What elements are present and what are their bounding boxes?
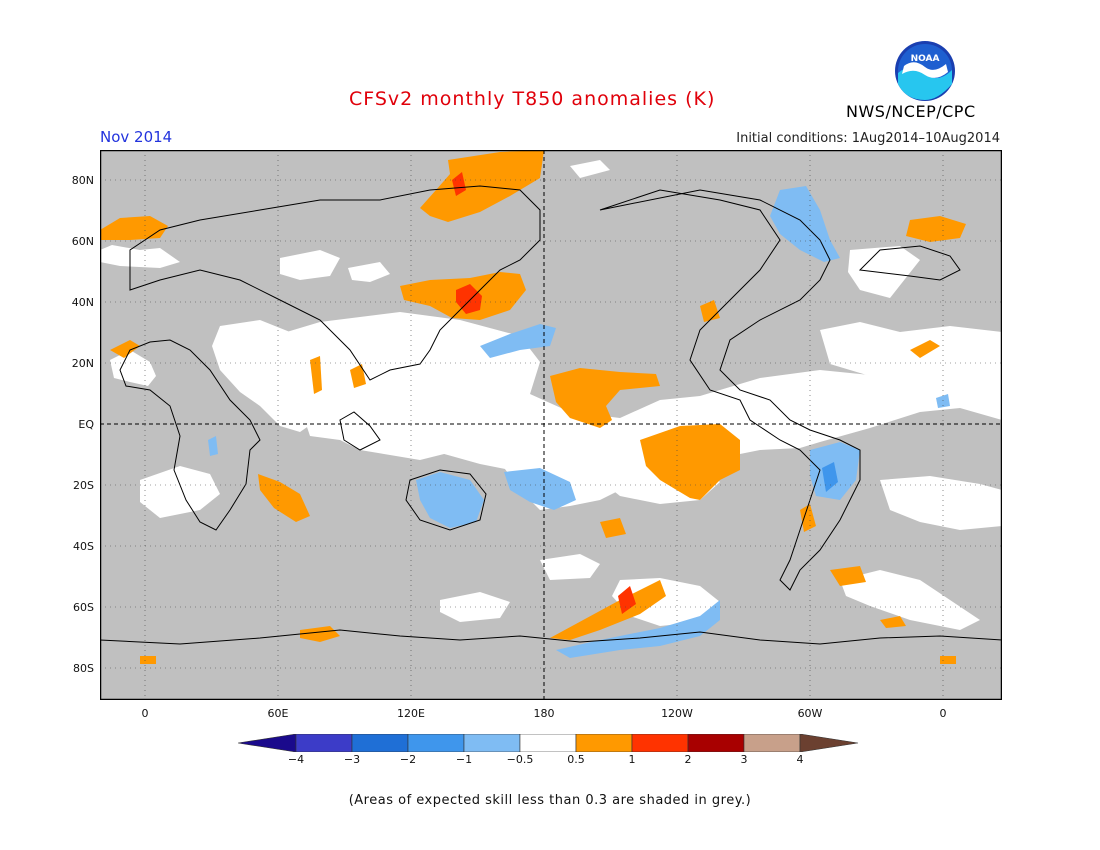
- colorbar-cell: [631, 734, 689, 752]
- lat-label-60n: 60N: [71, 235, 94, 248]
- forecast-period: Nov 2014: [100, 128, 173, 146]
- lat-label-40n: 40N: [71, 296, 94, 309]
- lat-label-40s: 40S: [73, 540, 94, 553]
- lon-label-60e: 60E: [267, 707, 289, 720]
- colorbar-cell: [463, 734, 521, 752]
- near-zero-regions: [100, 160, 1002, 630]
- colorbar-cell: [575, 734, 633, 752]
- colorbar-label: 2: [684, 753, 692, 766]
- lat-label-80n: 80N: [71, 174, 94, 187]
- colorbar-label: 3: [740, 753, 748, 766]
- colorbar-label: −1: [455, 753, 473, 766]
- lon-label-120e: 120E: [397, 707, 425, 720]
- lon-label-0: 0: [141, 707, 149, 720]
- colorbar-cell: [519, 734, 577, 752]
- lon-label-180: 180: [533, 707, 555, 720]
- colorbar-cell: [407, 734, 465, 752]
- graticule: [100, 150, 1002, 700]
- colorbar-label: 1: [628, 753, 636, 766]
- lon-label-120w: 120W: [661, 707, 693, 720]
- colorbar-cell: [687, 734, 745, 752]
- colorbar-cell: [743, 734, 801, 752]
- warm-anomaly-regions: [100, 150, 966, 664]
- colorbar-cell: [295, 734, 353, 752]
- strong-warm-anomaly-regions: [452, 172, 636, 614]
- moderate-cool-anomaly-regions: [822, 462, 838, 492]
- agency-label: NWS/NCEP/CPC: [846, 102, 976, 121]
- lon-label-60w: 60W: [797, 707, 823, 720]
- colorbar: [238, 734, 859, 752]
- colorbar-label: −4: [287, 753, 305, 766]
- noaa-logo-icon: NOAA: [895, 41, 955, 101]
- lat-label-80s: 80S: [73, 662, 94, 675]
- coastlines: [100, 185, 1002, 645]
- skill-footnote: (Areas of expected skill less than 0.3 a…: [348, 793, 752, 808]
- colorbar-arrow-high: [799, 734, 859, 752]
- colorbar-cell: [351, 734, 409, 752]
- colorbar-arrow-low: [238, 734, 297, 752]
- lat-label-20n: 20N: [71, 357, 94, 370]
- colorbar-label: −2: [399, 753, 417, 766]
- colorbar-label: 0.5: [567, 753, 585, 766]
- lat-label-60s: 60S: [73, 601, 94, 614]
- anomaly-map: [100, 150, 1002, 700]
- colorbar-label: −3: [343, 753, 361, 766]
- initial-conditions: Initial conditions: 1Aug2014–10Aug2014: [736, 131, 1000, 146]
- lat-label-eq: EQ: [78, 418, 94, 431]
- logo-text: NOAA: [911, 54, 940, 64]
- colorbar-label: 4: [796, 753, 804, 766]
- map-title: CFSv2 monthly T850 anomalies (K): [349, 88, 716, 110]
- colorbar-label: −0.5: [506, 753, 534, 766]
- lon-label-0-east: 0: [939, 707, 947, 720]
- lat-label-20s: 20S: [73, 479, 94, 492]
- map-frame: [100, 150, 1002, 700]
